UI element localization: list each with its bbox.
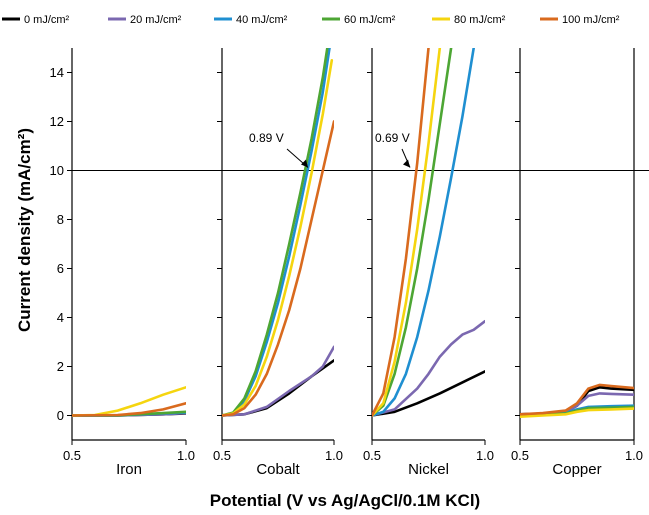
x-tick-label: 1.0 bbox=[177, 448, 195, 463]
panel-copper: 0.5 1.0 Copper bbox=[511, 48, 643, 478]
legend-item-20-mj-cm: 20 mJ/cm² bbox=[108, 14, 182, 26]
legend-item-0-mj-cm: 0 mJ/cm² bbox=[2, 14, 70, 26]
series-line-0-mj-cm bbox=[372, 370, 485, 417]
series-line-100-mj-cm bbox=[372, 48, 430, 417]
legend-item-80-mj-cm: 80 mJ/cm² bbox=[432, 14, 506, 26]
x-tick-label: 0.5 bbox=[511, 448, 529, 463]
series-line-40-mj-cm bbox=[222, 48, 331, 417]
annotation-arrowhead bbox=[403, 159, 410, 168]
y-tick-label: 14 bbox=[50, 65, 64, 80]
x-tick-label: 1.0 bbox=[476, 448, 494, 463]
legend-label: 0 mJ/cm² bbox=[24, 14, 70, 26]
annotation-label: 0.89 V bbox=[249, 131, 284, 145]
legend-label: 60 mJ/cm² bbox=[344, 14, 396, 26]
y-tick-label: 8 bbox=[57, 212, 64, 227]
legend-item-100-mj-cm: 100 mJ/cm² bbox=[540, 14, 620, 26]
y-tick-label: 4 bbox=[57, 310, 64, 325]
x-axis-title: Potential (V vs Ag/AgCl/0.1M KCl) bbox=[210, 491, 480, 510]
y-tick-label: 10 bbox=[50, 163, 64, 178]
annotation-label: 0.69 V bbox=[375, 131, 410, 145]
series-line-80-mj-cm bbox=[372, 48, 442, 417]
series-line-100-mj-cm bbox=[222, 120, 334, 417]
series-line-100-mj-cm bbox=[72, 401, 186, 417]
panel-cobalt: 0.5 1.0 Cobalt 0.89 V bbox=[213, 48, 343, 478]
legend-label: 100 mJ/cm² bbox=[562, 14, 620, 26]
legend-item-40-mj-cm: 40 mJ/cm² bbox=[214, 14, 288, 26]
legend-label: 80 mJ/cm² bbox=[454, 14, 506, 26]
series-line-100-mj-cm bbox=[520, 383, 634, 416]
x-tick-label: 1.0 bbox=[325, 448, 343, 463]
y-axis-title: Current density (mA/cm²) bbox=[15, 128, 34, 332]
x-tick-label: 0.5 bbox=[363, 448, 381, 463]
series-line-80-mj-cm bbox=[72, 385, 186, 417]
panel-label: Copper bbox=[552, 461, 601, 478]
chart-legend: 0 mJ/cm² 20 mJ/cm² 40 mJ/cm² 60 mJ/cm² 80 mJ… bbox=[2, 14, 620, 26]
legend-label: 20 mJ/cm² bbox=[130, 14, 182, 26]
legend-item-60-mj-cm: 60 mJ/cm² bbox=[322, 14, 396, 26]
y-tick-label: 0 bbox=[57, 408, 64, 423]
series-line-20-mj-cm bbox=[222, 345, 334, 417]
annotation-arrowhead bbox=[301, 159, 308, 168]
panel-label: Nickel bbox=[408, 461, 449, 478]
panel-label: Cobalt bbox=[256, 461, 300, 478]
series-line-40-mj-cm bbox=[372, 48, 476, 417]
y-tick-labels: 0 2 4 6 8 10 12 14 bbox=[50, 65, 64, 423]
x-tick-label: 0.5 bbox=[63, 448, 81, 463]
series-line-80-mj-cm bbox=[222, 58, 334, 417]
y-tick-label: 12 bbox=[50, 114, 64, 129]
y-tick-label: 2 bbox=[57, 359, 64, 374]
x-tick-label: 1.0 bbox=[625, 448, 643, 463]
panel-data bbox=[72, 385, 186, 417]
series-line-60-mj-cm bbox=[372, 48, 453, 417]
series-line-60-mj-cm bbox=[222, 48, 329, 417]
legend-label: 40 mJ/cm² bbox=[236, 14, 288, 26]
panel-data bbox=[372, 48, 485, 417]
panel-data bbox=[222, 48, 334, 417]
x-tick-label: 0.5 bbox=[213, 448, 231, 463]
panel-iron: 0.5 1.0 Iron bbox=[63, 48, 195, 478]
series-line-20-mj-cm bbox=[372, 319, 485, 417]
panel-data bbox=[520, 383, 634, 419]
y-tick-label: 6 bbox=[57, 261, 64, 276]
series-line-80-mj-cm bbox=[520, 407, 634, 419]
panel-label: Iron bbox=[116, 461, 142, 478]
panel-nickel: 0.5 1.0 Nickel 0.69 V bbox=[363, 48, 494, 478]
